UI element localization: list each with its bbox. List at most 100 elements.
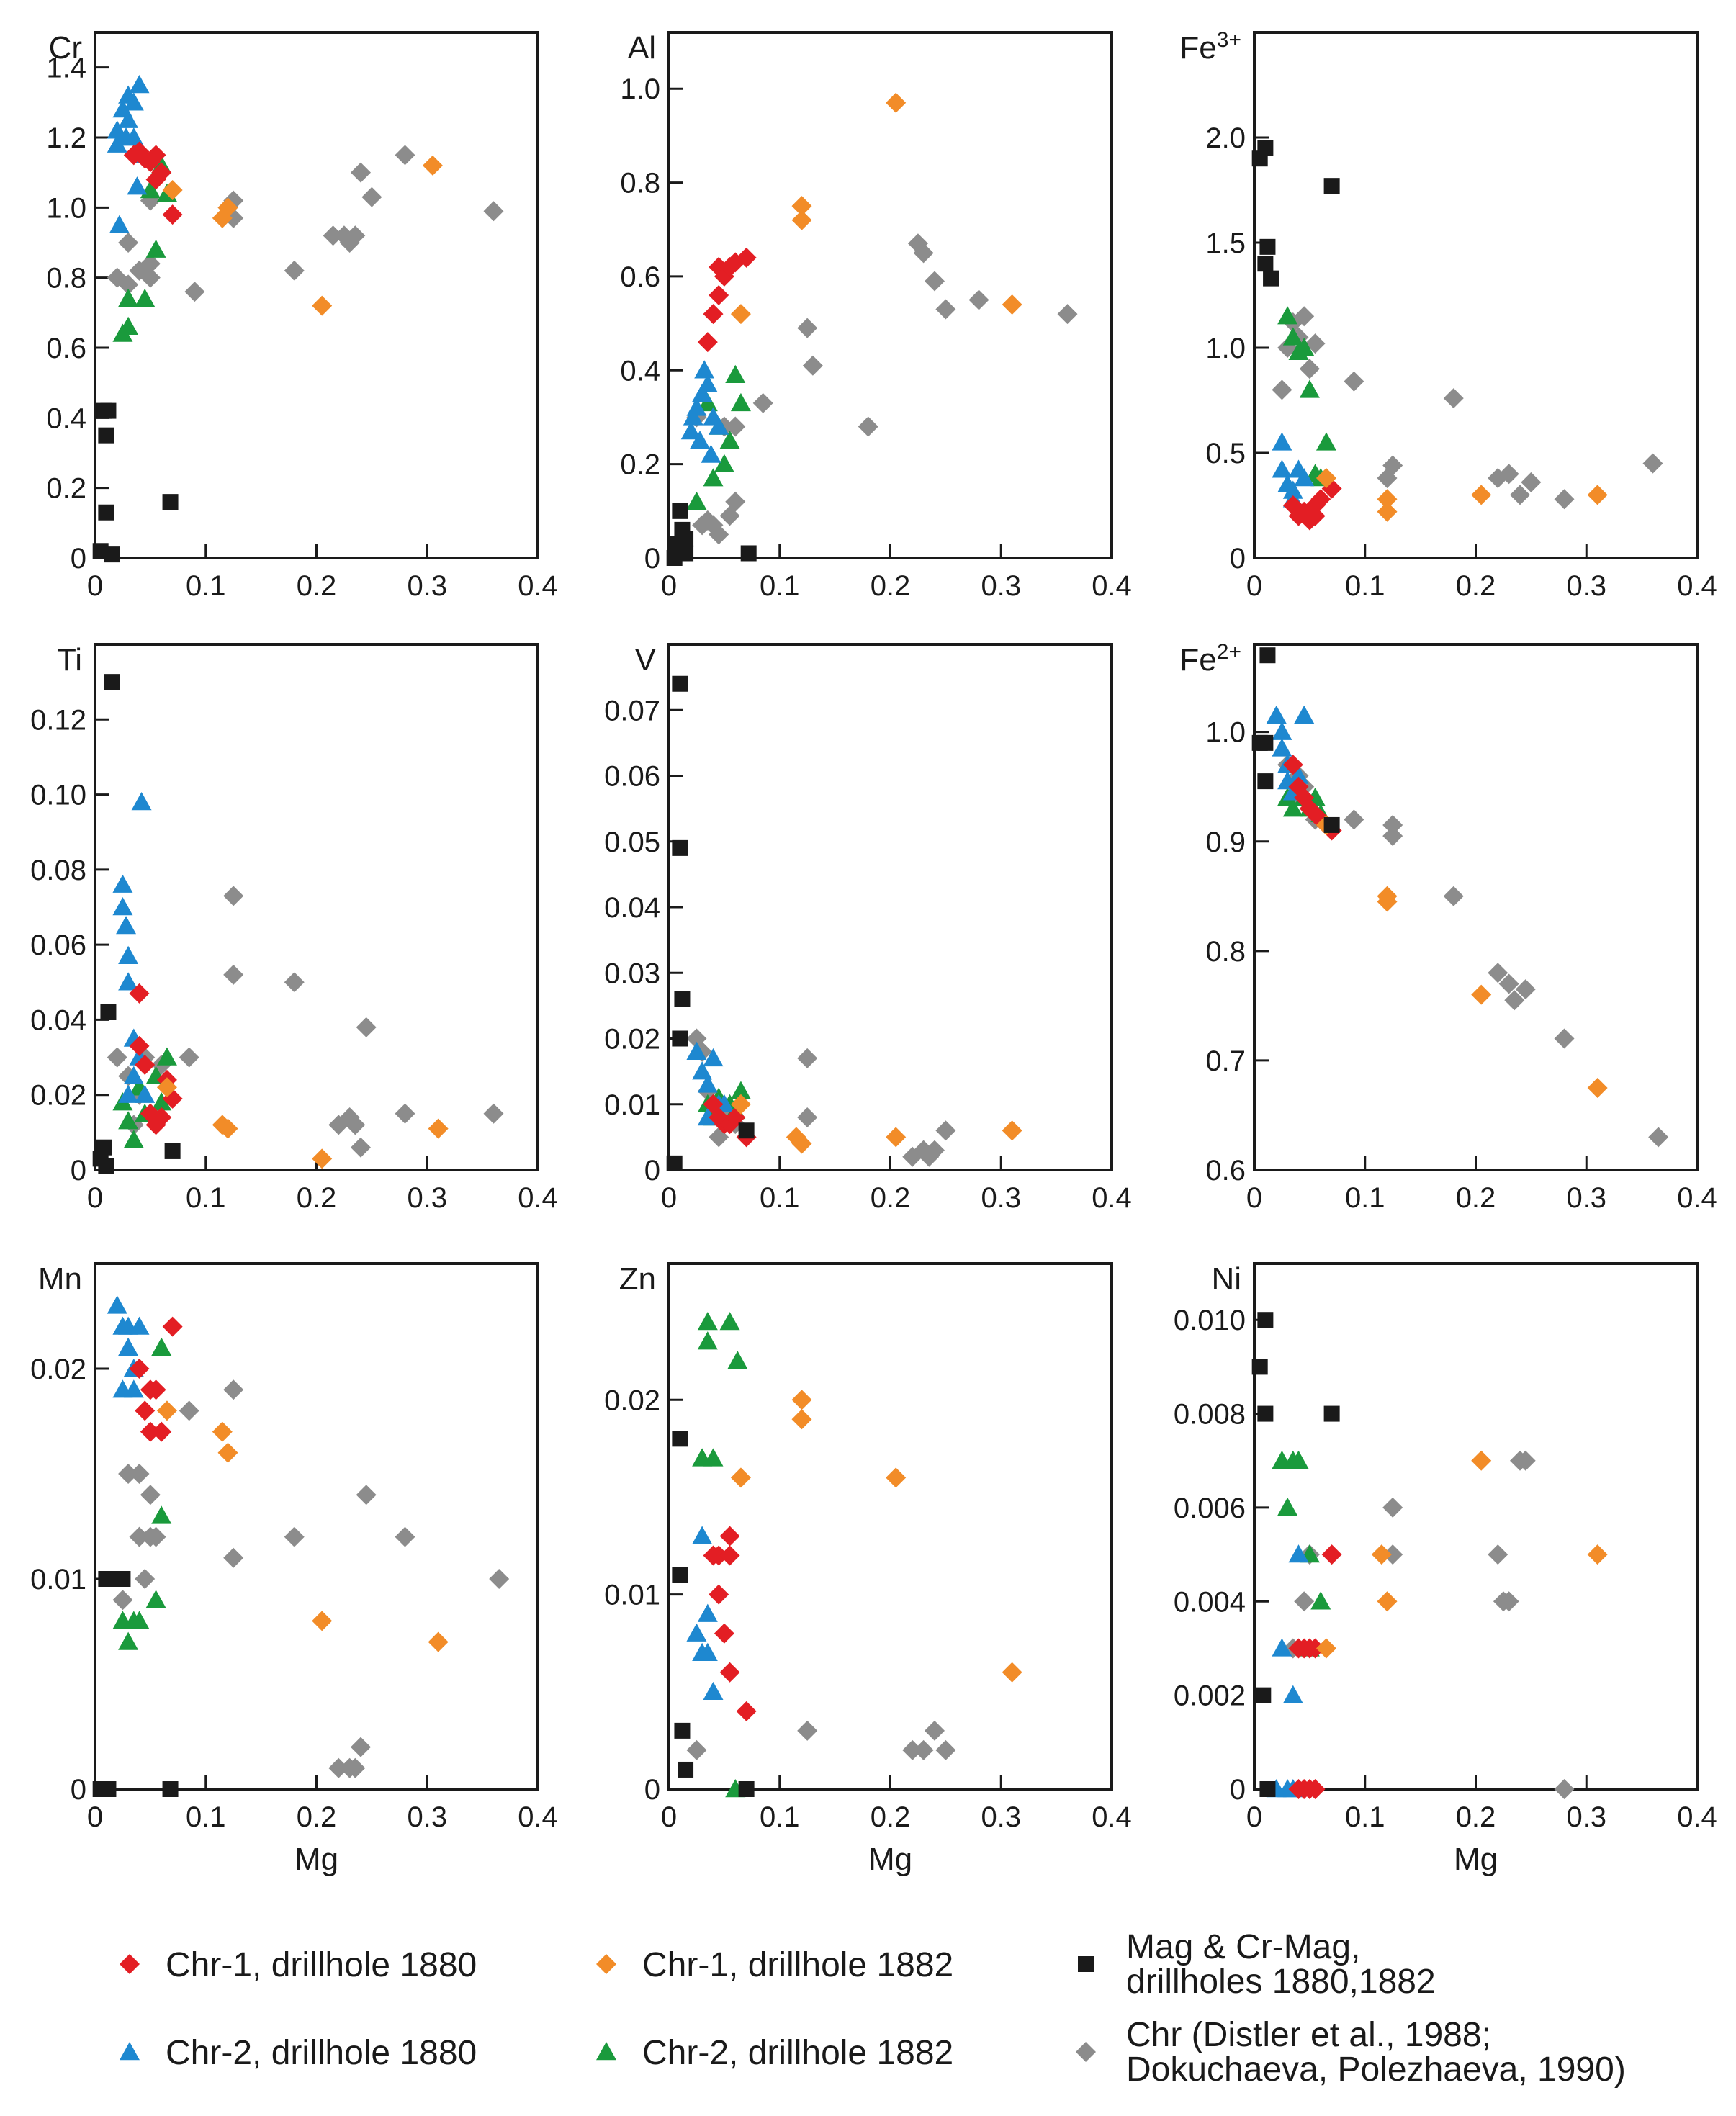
element-label-v: V — [635, 642, 657, 677]
data-point-mag — [672, 503, 688, 519]
data-point-chr2_1880 — [697, 1074, 718, 1093]
data-point-lit — [1554, 1028, 1575, 1049]
data-point-lit — [1299, 359, 1320, 379]
element-label-fe2: Fe2+ — [1179, 640, 1241, 677]
data-point-mag — [1263, 270, 1279, 287]
series-lit — [686, 1720, 956, 1760]
data-point-chr1_1880 — [129, 983, 150, 1004]
data-point-mag — [1257, 734, 1274, 751]
data-point-chr1_1880 — [129, 1035, 150, 1056]
data-point-chr2_1880 — [135, 1084, 156, 1103]
data-point-chr1_1882 — [428, 1631, 449, 1652]
data-point-lit — [356, 1017, 377, 1037]
data-point-chr2_1882 — [145, 1590, 166, 1608]
y-tick-label: 1.4 — [46, 53, 86, 84]
data-point-lit — [1510, 485, 1530, 505]
data-point-chr2_1882 — [727, 1351, 748, 1369]
data-point-mag — [1259, 238, 1276, 255]
data-point-lit — [361, 186, 382, 207]
series-chr1_1880 — [697, 247, 757, 353]
data-point-chr2_1882 — [703, 1448, 724, 1467]
series-chr1_1880 — [129, 983, 183, 1135]
y-tick-label: 0.01 — [30, 1564, 86, 1595]
data-point-chr1_1880 — [714, 1623, 734, 1644]
data-point-lit — [1382, 1544, 1403, 1565]
data-point-chr2_1882 — [1294, 338, 1315, 356]
y-tick-label: 0.4 — [620, 355, 660, 387]
data-point-chr1_1880 — [1305, 1779, 1326, 1799]
data-point-lit — [1515, 1450, 1536, 1471]
data-point-chr1_1880 — [736, 247, 757, 268]
x-tick-label: 0 — [1246, 1182, 1262, 1214]
data-point-mag — [1257, 140, 1274, 156]
x-tick-label: 0.3 — [407, 1182, 447, 1214]
y-tick-label: 0 — [71, 1774, 86, 1806]
data-point-lit — [351, 162, 371, 183]
data-point-lit — [1554, 489, 1575, 510]
data-point-lit — [1642, 453, 1663, 474]
data-point-lit — [1498, 973, 1519, 994]
data-point-lit — [1488, 1544, 1508, 1565]
data-point-lit — [223, 886, 244, 906]
data-point-chr2_1880 — [697, 374, 718, 393]
data-point-chr2_1882 — [697, 392, 718, 412]
data-point-lit — [140, 267, 161, 288]
y-tick-label: 0.06 — [30, 929, 86, 961]
data-point-lit — [356, 1485, 377, 1505]
series-chr1_1882 — [156, 1400, 449, 1652]
legend-item-chr1_1880: Chr-1, drillhole 1880 — [120, 1946, 477, 1984]
data-point-chr1_1882 — [1587, 1544, 1608, 1565]
data-point-chr2_1880 — [123, 92, 144, 111]
data-point-chr1_1880 — [151, 1107, 172, 1127]
series-chr1_1880 — [1288, 1544, 1342, 1799]
y-tick-label: 0.02 — [30, 1354, 86, 1385]
data-point-mag — [1257, 773, 1274, 790]
y-tick-label: 0.004 — [1174, 1586, 1246, 1618]
data-point-mag — [672, 1567, 688, 1583]
panel-mn: 0 0.01 0.02 0 0.1 0.2 0.3 0.4 Mn Mg — [30, 1261, 558, 1877]
x-tick-label: 0 — [87, 570, 103, 602]
x-tick-label: 0.3 — [981, 1801, 1021, 1833]
series-mag — [1251, 1312, 1340, 1797]
element-label-mn: Mn — [38, 1261, 82, 1297]
data-point-chr1_1882 — [791, 1390, 812, 1410]
series-chr2_1882 — [112, 1337, 172, 1650]
data-point-chr2_1880 — [692, 1061, 713, 1080]
series-mag — [92, 674, 181, 1174]
data-point-chr2_1880 — [131, 792, 152, 811]
data-point-chr2_1882 — [118, 1631, 139, 1650]
data-point-chr1_1882 — [1587, 485, 1608, 505]
data-point-lit — [345, 1115, 366, 1135]
data-point-mag — [678, 1761, 694, 1778]
data-point-chr2_1882 — [118, 316, 139, 335]
legend-item-chr1_1882: Chr-1, drillhole 1882 — [596, 1946, 953, 1984]
data-point-lit — [483, 1103, 504, 1124]
data-point-mag — [96, 1139, 112, 1156]
data-point-chr1_1882 — [1377, 891, 1398, 912]
series-mag — [1251, 647, 1340, 833]
data-point-lit — [223, 964, 244, 985]
data-point-mag — [162, 1781, 179, 1797]
series-chr1_1882 — [1316, 814, 1608, 1098]
data-point-chr1_1882 — [1002, 294, 1022, 315]
data-point-lit — [395, 1526, 415, 1547]
data-point-chr2_1880 — [683, 407, 703, 426]
x-tick-label: 0.2 — [871, 1801, 911, 1833]
x-tick-label: 0.4 — [518, 570, 558, 602]
y-tick-label: 0.08 — [30, 855, 86, 886]
data-point-chr1_1882 — [730, 304, 751, 325]
data-point-chr1_1882 — [791, 196, 812, 217]
series-lit — [686, 233, 1078, 545]
data-point-chr2_1880 — [1282, 1685, 1303, 1703]
series-chr2_1880 — [680, 360, 729, 463]
data-point-chr2_1880 — [680, 421, 701, 440]
data-point-chr1_1880 — [697, 332, 718, 353]
x-axis-title: Mg — [294, 1842, 338, 1877]
data-point-lit — [1504, 990, 1525, 1011]
legend-marker-chr1_1880 — [120, 1954, 140, 1974]
series-chr2_1882 — [692, 1312, 748, 1798]
data-point-chr2_1880 — [118, 1084, 139, 1103]
x-tick-label: 0.1 — [186, 570, 226, 602]
data-point-chr2_1880 — [694, 360, 715, 379]
data-point-chr2_1882 — [1277, 306, 1298, 325]
